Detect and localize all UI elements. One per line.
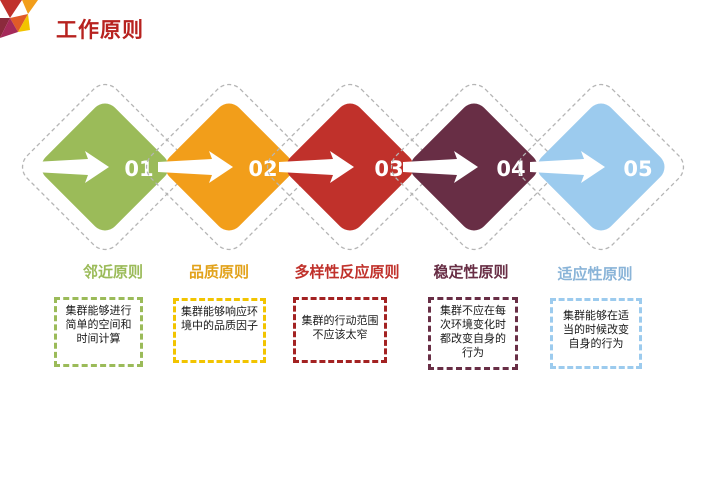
step-3-number: 03: [374, 157, 403, 181]
step-5-description: 集群能够在适当的时候改变自身的行为: [550, 298, 642, 369]
step-1-title: 邻近原则: [82, 263, 143, 281]
page-title: 工作原则: [56, 18, 144, 42]
step-2-description: 集群能够响应环境中的品质因子: [173, 298, 266, 363]
step-3-description: 集群的行动范围不应该太窄: [293, 297, 387, 363]
step-4-number: 04: [496, 157, 525, 181]
step-5-arrow-icon: [530, 151, 605, 183]
step-3-title: 多样性反应原则: [294, 263, 400, 281]
step-3: 03: [266, 83, 434, 251]
step-4-arrow-icon: [403, 151, 478, 183]
step-3-arrow-icon: [279, 151, 354, 183]
step-5-number: 05: [623, 157, 652, 181]
step-1-description: 集群能够进行简单的空间和时间计算: [54, 297, 143, 367]
step-4-title: 稳定性原则: [433, 263, 509, 281]
step-1: 01: [21, 83, 189, 251]
step-2-title: 品质原则: [188, 263, 249, 281]
step-2-arrow-icon: [158, 151, 233, 183]
step-2: 02: [145, 83, 313, 251]
step-2-number: 02: [248, 157, 277, 181]
step-4: 04: [390, 83, 558, 251]
step-4-description: 集群不应在每次环境变化时都改变自身的行为: [428, 297, 518, 370]
corner-logo-graphic: [0, 0, 38, 38]
step-1-number: 01: [124, 157, 153, 181]
step-5-title: 适应性原则: [557, 265, 633, 283]
step-1-arrow-icon: [34, 151, 109, 183]
step-5: 05: [517, 83, 685, 251]
